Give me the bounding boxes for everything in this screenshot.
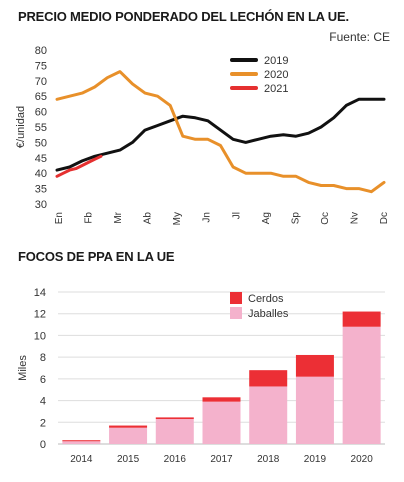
y-tick-label: 75 — [35, 60, 47, 72]
x-tick-label: 2014 — [70, 454, 93, 465]
y-tick-label: 40 — [35, 168, 47, 180]
bar-cerdos-2016 — [155, 417, 194, 420]
y-tick-label: 35 — [35, 184, 47, 196]
y-tick-label: 45 — [35, 153, 47, 165]
bar-cerdos-2018 — [249, 370, 288, 387]
x-tick-label: Dc — [379, 212, 390, 224]
bar-jaballes-2019 — [295, 376, 334, 444]
bar-jaballes-2014 — [62, 441, 101, 444]
bar-jaballes-2016 — [155, 419, 194, 444]
x-tick-label: 2020 — [351, 454, 374, 465]
x-tick-label: Mr — [113, 211, 124, 223]
series-line-2021 — [55, 154, 103, 178]
y-tick-label: 65 — [35, 91, 47, 103]
y-tick-label: 8 — [40, 352, 46, 364]
y-tick-label: 70 — [35, 76, 47, 88]
bar-jaballes-2015 — [109, 427, 148, 444]
y-tick-label: 4 — [40, 396, 46, 408]
x-tick-label: Fb — [84, 212, 95, 224]
x-tick-label: 2015 — [117, 454, 140, 465]
legend-swatch-cerdos — [230, 292, 242, 304]
legend-label-jaballes: Jaballes — [248, 308, 289, 320]
series-line-2019 — [55, 97, 386, 172]
bar-cerdos-2020 — [342, 311, 381, 327]
x-tick-label: 2017 — [210, 454, 233, 465]
y-tick-label: 10 — [34, 330, 46, 342]
y-tick-label: 14 — [34, 287, 46, 299]
y-tick-label: 60 — [35, 107, 47, 119]
chart1-title: PRECIO MEDIO PONDERADO DEL LECHÓN EN LA … — [18, 9, 349, 24]
legend-label-2019: 2019 — [264, 55, 288, 67]
bar-cerdos-2015 — [109, 425, 148, 428]
x-tick-label: Sp — [290, 212, 301, 225]
legend-label-cerdos: Cerdos — [248, 293, 284, 305]
y-tick-label: 30 — [35, 199, 47, 211]
x-tick-label: Ab — [143, 212, 154, 225]
x-tick-label: 2019 — [304, 454, 327, 465]
y-tick-label: 50 — [35, 137, 47, 149]
bar-cerdos-2019 — [295, 354, 334, 377]
bar-jaballes-2017 — [202, 401, 241, 444]
legend-swatch-jaballes — [230, 307, 242, 319]
x-tick-label: Oc — [320, 212, 331, 225]
source-label: Fuente: CE — [329, 30, 390, 44]
y-tick-label: 0 — [40, 439, 46, 451]
y-axis-label: €/unidad — [15, 106, 27, 148]
x-tick-label: Jl — [231, 212, 242, 219]
x-tick-label: Ag — [261, 212, 272, 224]
y-tick-label: 12 — [34, 309, 46, 321]
x-tick-label: 2018 — [257, 454, 280, 465]
bar-jaballes-2020 — [342, 326, 381, 444]
x-tick-label: 2016 — [164, 454, 187, 465]
y-tick-label: 55 — [35, 122, 47, 134]
y-axis-label: Miles — [17, 355, 29, 381]
x-tick-label: Jn — [202, 212, 213, 223]
legend-label-2021: 2021 — [264, 83, 288, 95]
bar-jaballes-2018 — [249, 386, 288, 444]
bar-cerdos-2014 — [62, 440, 101, 442]
price-line-chart: 30 35 40 45 50 55 60 65 70 75 80 €/unidad En Fb Mr Ab My… — [15, 45, 390, 225]
y-tick-label: 6 — [40, 374, 46, 386]
series-line-2020 — [55, 70, 386, 194]
x-tick-label: En — [54, 212, 65, 224]
x-tick-label: My — [172, 212, 183, 225]
y-tick-label: 2 — [40, 417, 46, 429]
chart2-title: FOCOS DE PPA EN LA UE — [18, 249, 175, 264]
bar-cerdos-2017 — [202, 397, 241, 402]
legend-label-2020: 2020 — [264, 69, 288, 81]
y-tick-label: 80 — [35, 45, 47, 57]
x-tick-label: Nv — [349, 212, 360, 224]
